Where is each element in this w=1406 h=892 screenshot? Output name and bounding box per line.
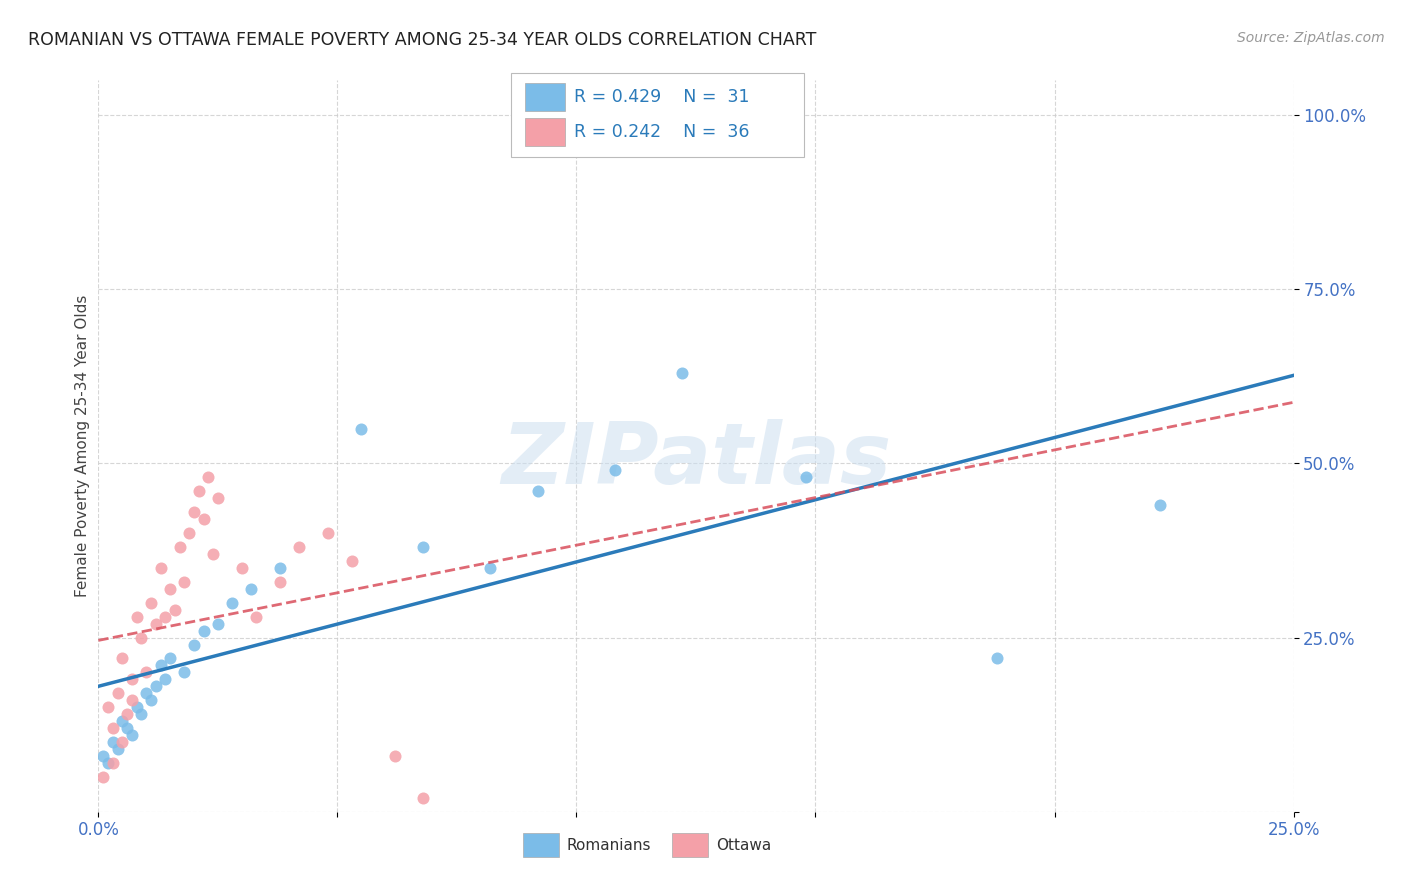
Point bbox=[288, 540, 311, 554]
Point bbox=[111, 714, 134, 728]
Point bbox=[384, 749, 406, 764]
Point bbox=[316, 526, 339, 541]
Point bbox=[91, 749, 114, 764]
Point bbox=[155, 673, 177, 687]
Point bbox=[340, 554, 363, 568]
Point bbox=[131, 631, 153, 645]
Point bbox=[101, 756, 124, 770]
Point bbox=[173, 574, 195, 589]
Text: R = 0.242    N =  36: R = 0.242 N = 36 bbox=[574, 123, 749, 141]
Y-axis label: Female Poverty Among 25-34 Year Olds: Female Poverty Among 25-34 Year Olds bbox=[75, 295, 90, 597]
Point bbox=[149, 658, 172, 673]
Point bbox=[173, 665, 195, 680]
Point bbox=[149, 561, 172, 575]
Point bbox=[91, 770, 114, 784]
Point bbox=[115, 721, 138, 735]
Point bbox=[207, 491, 229, 506]
Point bbox=[111, 735, 134, 749]
Point bbox=[794, 470, 817, 484]
Point bbox=[145, 616, 167, 631]
Point bbox=[269, 561, 291, 575]
Point bbox=[125, 609, 148, 624]
Point bbox=[107, 742, 129, 756]
Point bbox=[131, 707, 153, 722]
Point bbox=[193, 624, 215, 638]
Point bbox=[159, 651, 181, 665]
Point bbox=[121, 728, 143, 742]
Point bbox=[350, 421, 373, 435]
Point bbox=[97, 756, 120, 770]
Point bbox=[111, 651, 134, 665]
Text: Ottawa: Ottawa bbox=[716, 838, 772, 853]
Point bbox=[97, 700, 120, 714]
Point bbox=[245, 609, 267, 624]
Point bbox=[202, 547, 225, 561]
Point bbox=[412, 540, 434, 554]
Text: Source: ZipAtlas.com: Source: ZipAtlas.com bbox=[1237, 31, 1385, 45]
Point bbox=[197, 470, 219, 484]
Point bbox=[159, 582, 181, 596]
Point bbox=[169, 540, 191, 554]
FancyBboxPatch shape bbox=[524, 83, 565, 111]
Point bbox=[231, 561, 253, 575]
Point bbox=[479, 561, 502, 575]
Text: ROMANIAN VS OTTAWA FEMALE POVERTY AMONG 25-34 YEAR OLDS CORRELATION CHART: ROMANIAN VS OTTAWA FEMALE POVERTY AMONG … bbox=[28, 31, 817, 49]
Point bbox=[163, 603, 186, 617]
Point bbox=[193, 512, 215, 526]
Point bbox=[603, 463, 626, 477]
Text: R = 0.429    N =  31: R = 0.429 N = 31 bbox=[574, 88, 749, 106]
Point bbox=[125, 700, 148, 714]
Point bbox=[183, 505, 205, 519]
Point bbox=[412, 790, 434, 805]
Point bbox=[240, 582, 263, 596]
Point bbox=[139, 693, 162, 707]
Point bbox=[135, 686, 157, 700]
Point bbox=[269, 574, 291, 589]
FancyBboxPatch shape bbox=[524, 119, 565, 146]
Point bbox=[121, 693, 143, 707]
FancyBboxPatch shape bbox=[672, 833, 709, 857]
Text: Romanians: Romanians bbox=[567, 838, 651, 853]
Point bbox=[107, 686, 129, 700]
Point bbox=[139, 596, 162, 610]
Text: ZIPatlas: ZIPatlas bbox=[501, 419, 891, 502]
Point bbox=[671, 366, 693, 380]
FancyBboxPatch shape bbox=[523, 833, 558, 857]
Point bbox=[135, 665, 157, 680]
FancyBboxPatch shape bbox=[510, 73, 804, 157]
Point bbox=[207, 616, 229, 631]
Point bbox=[145, 679, 167, 693]
Point bbox=[1149, 498, 1171, 512]
Point bbox=[179, 526, 201, 541]
Point bbox=[986, 651, 1008, 665]
Point bbox=[527, 484, 550, 499]
Point bbox=[101, 735, 124, 749]
Point bbox=[121, 673, 143, 687]
Point bbox=[221, 596, 243, 610]
Point bbox=[183, 638, 205, 652]
Point bbox=[115, 707, 138, 722]
Point bbox=[187, 484, 209, 499]
Point bbox=[155, 609, 177, 624]
Point bbox=[101, 721, 124, 735]
